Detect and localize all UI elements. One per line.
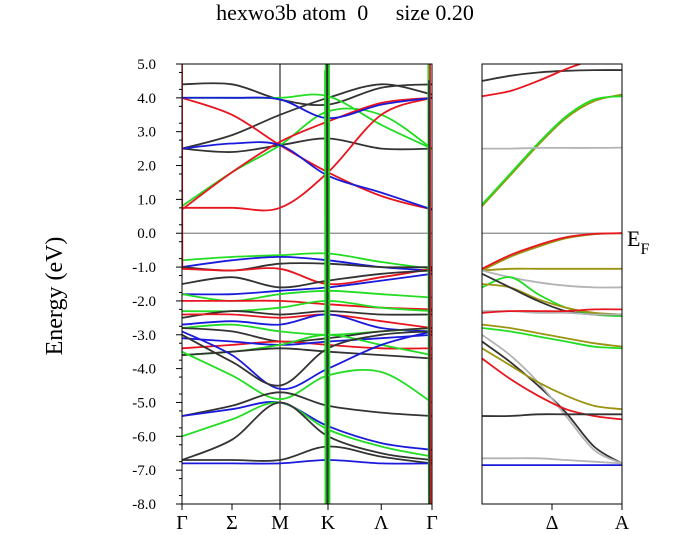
band-line-red	[482, 232, 622, 270]
band-line-blue	[182, 459, 432, 465]
x-tick-label: M	[271, 512, 289, 534]
band-line-green	[324, 69, 327, 504]
x-tick-label: A	[615, 512, 630, 534]
band-line-red	[182, 267, 432, 286]
band-line-olive	[482, 323, 622, 348]
y-tick-label: 4.0	[137, 91, 156, 107]
y-tick-label: 0.0	[137, 226, 156, 242]
band-line-gray	[482, 333, 622, 465]
band-line-green	[182, 252, 432, 270]
band-line-blue	[182, 313, 432, 333]
band-line-gray	[482, 146, 622, 150]
band-line-red	[182, 96, 432, 212]
y-tick-label: 5.0	[137, 57, 156, 73]
y-tick-label: -4.0	[132, 362, 156, 378]
band-panel-main: Γ Σ M K Λ Γ 5.0 4.0 3.0 2.0 1.0 0.0 -1.0 -2.0 -3.0 -4.0…	[132, 57, 438, 534]
fermi-label-main: E	[627, 226, 640, 251]
band-line-black	[182, 269, 432, 289]
band-line-red	[182, 313, 432, 329]
band-line-blue	[182, 330, 432, 390]
band-line-blue	[182, 141, 432, 211]
band-line-olive	[482, 347, 622, 411]
band-line-black	[182, 391, 432, 417]
y-tick-label: 1.0	[137, 192, 156, 208]
x-tick-label: Λ	[374, 512, 389, 534]
band-line-blue	[182, 96, 432, 120]
band-line-black	[182, 83, 432, 150]
band-line-blue	[182, 333, 432, 346]
band-line-green	[182, 289, 432, 302]
x-tick-label: Σ	[226, 512, 238, 534]
y-axis-label: Energy (eV)	[42, 237, 68, 356]
band-line-black	[182, 445, 432, 465]
fermi-level-label: EF	[627, 226, 649, 258]
band-line-red	[482, 357, 622, 421]
band-line-blue	[182, 272, 432, 296]
band-line-green	[482, 95, 622, 206]
x-tick-label: K	[321, 512, 336, 534]
band-line-black	[182, 401, 432, 461]
band-line-green	[482, 327, 622, 350]
band-line-green	[328, 64, 331, 504]
band-line-gray	[482, 457, 622, 465]
y-tick-label: -5.0	[132, 395, 156, 411]
x-tick-label: Γ	[426, 512, 438, 534]
band-line-red	[182, 96, 432, 211]
chart-title: hexwo3b atom 0 size 0.20	[216, 0, 474, 25]
band-line-black	[182, 327, 432, 343]
y-tick-label: -7.0	[132, 463, 156, 479]
band-line-black	[182, 82, 432, 107]
band-line-green	[182, 299, 432, 313]
band-line-red	[482, 64, 581, 98]
y-tick-label: -1.0	[132, 260, 156, 276]
band-line-olive	[482, 93, 622, 208]
y-tick-label: -6.0	[132, 429, 156, 445]
band-line-red	[182, 96, 432, 211]
x-tick-label: Δ	[546, 512, 559, 534]
y-tick-label: 3.0	[137, 125, 156, 141]
x-tick-label: Γ	[176, 512, 188, 534]
y-tick-label: 2.0	[137, 159, 156, 175]
y-tick-label: -8.0	[132, 497, 156, 513]
band-line-black	[182, 330, 432, 387]
band-line-green	[182, 350, 432, 404]
band-line-black	[482, 413, 622, 418]
y-tick-label: -2.0	[132, 294, 156, 310]
band-line-olive	[482, 232, 622, 272]
fermi-label-subscript: F	[640, 241, 649, 258]
y-tick-label: -3.0	[132, 328, 156, 344]
band-line-black	[182, 137, 432, 153]
band-line-black	[182, 347, 432, 360]
band-line-red	[429, 64, 432, 504]
band-line-olive	[482, 267, 622, 272]
panel-frame	[181, 63, 433, 505]
band-line-black	[182, 310, 432, 319]
band-line-black	[482, 69, 622, 82]
band-line-red	[482, 308, 622, 314]
band-line-green	[182, 401, 432, 458]
